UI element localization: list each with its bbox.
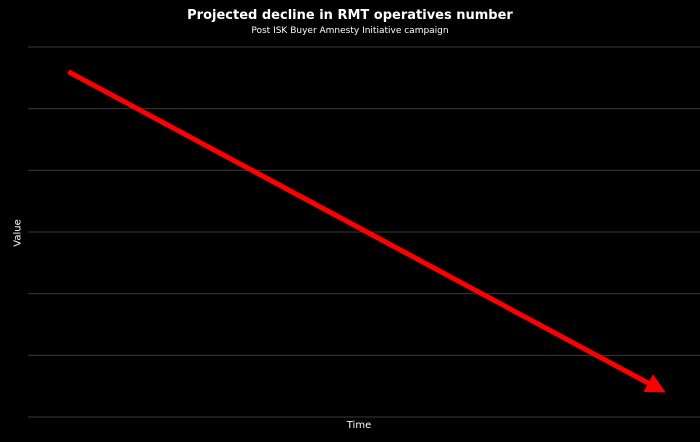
chart-subtitle: Post ISK Buyer Amnesty Initiative campai… (251, 26, 449, 36)
chart-title: Projected decline in RMT operatives numb… (187, 8, 513, 23)
x-axis-label: Time (346, 420, 372, 431)
y-axis-label: Value (12, 219, 24, 247)
series-line (67, 69, 666, 393)
